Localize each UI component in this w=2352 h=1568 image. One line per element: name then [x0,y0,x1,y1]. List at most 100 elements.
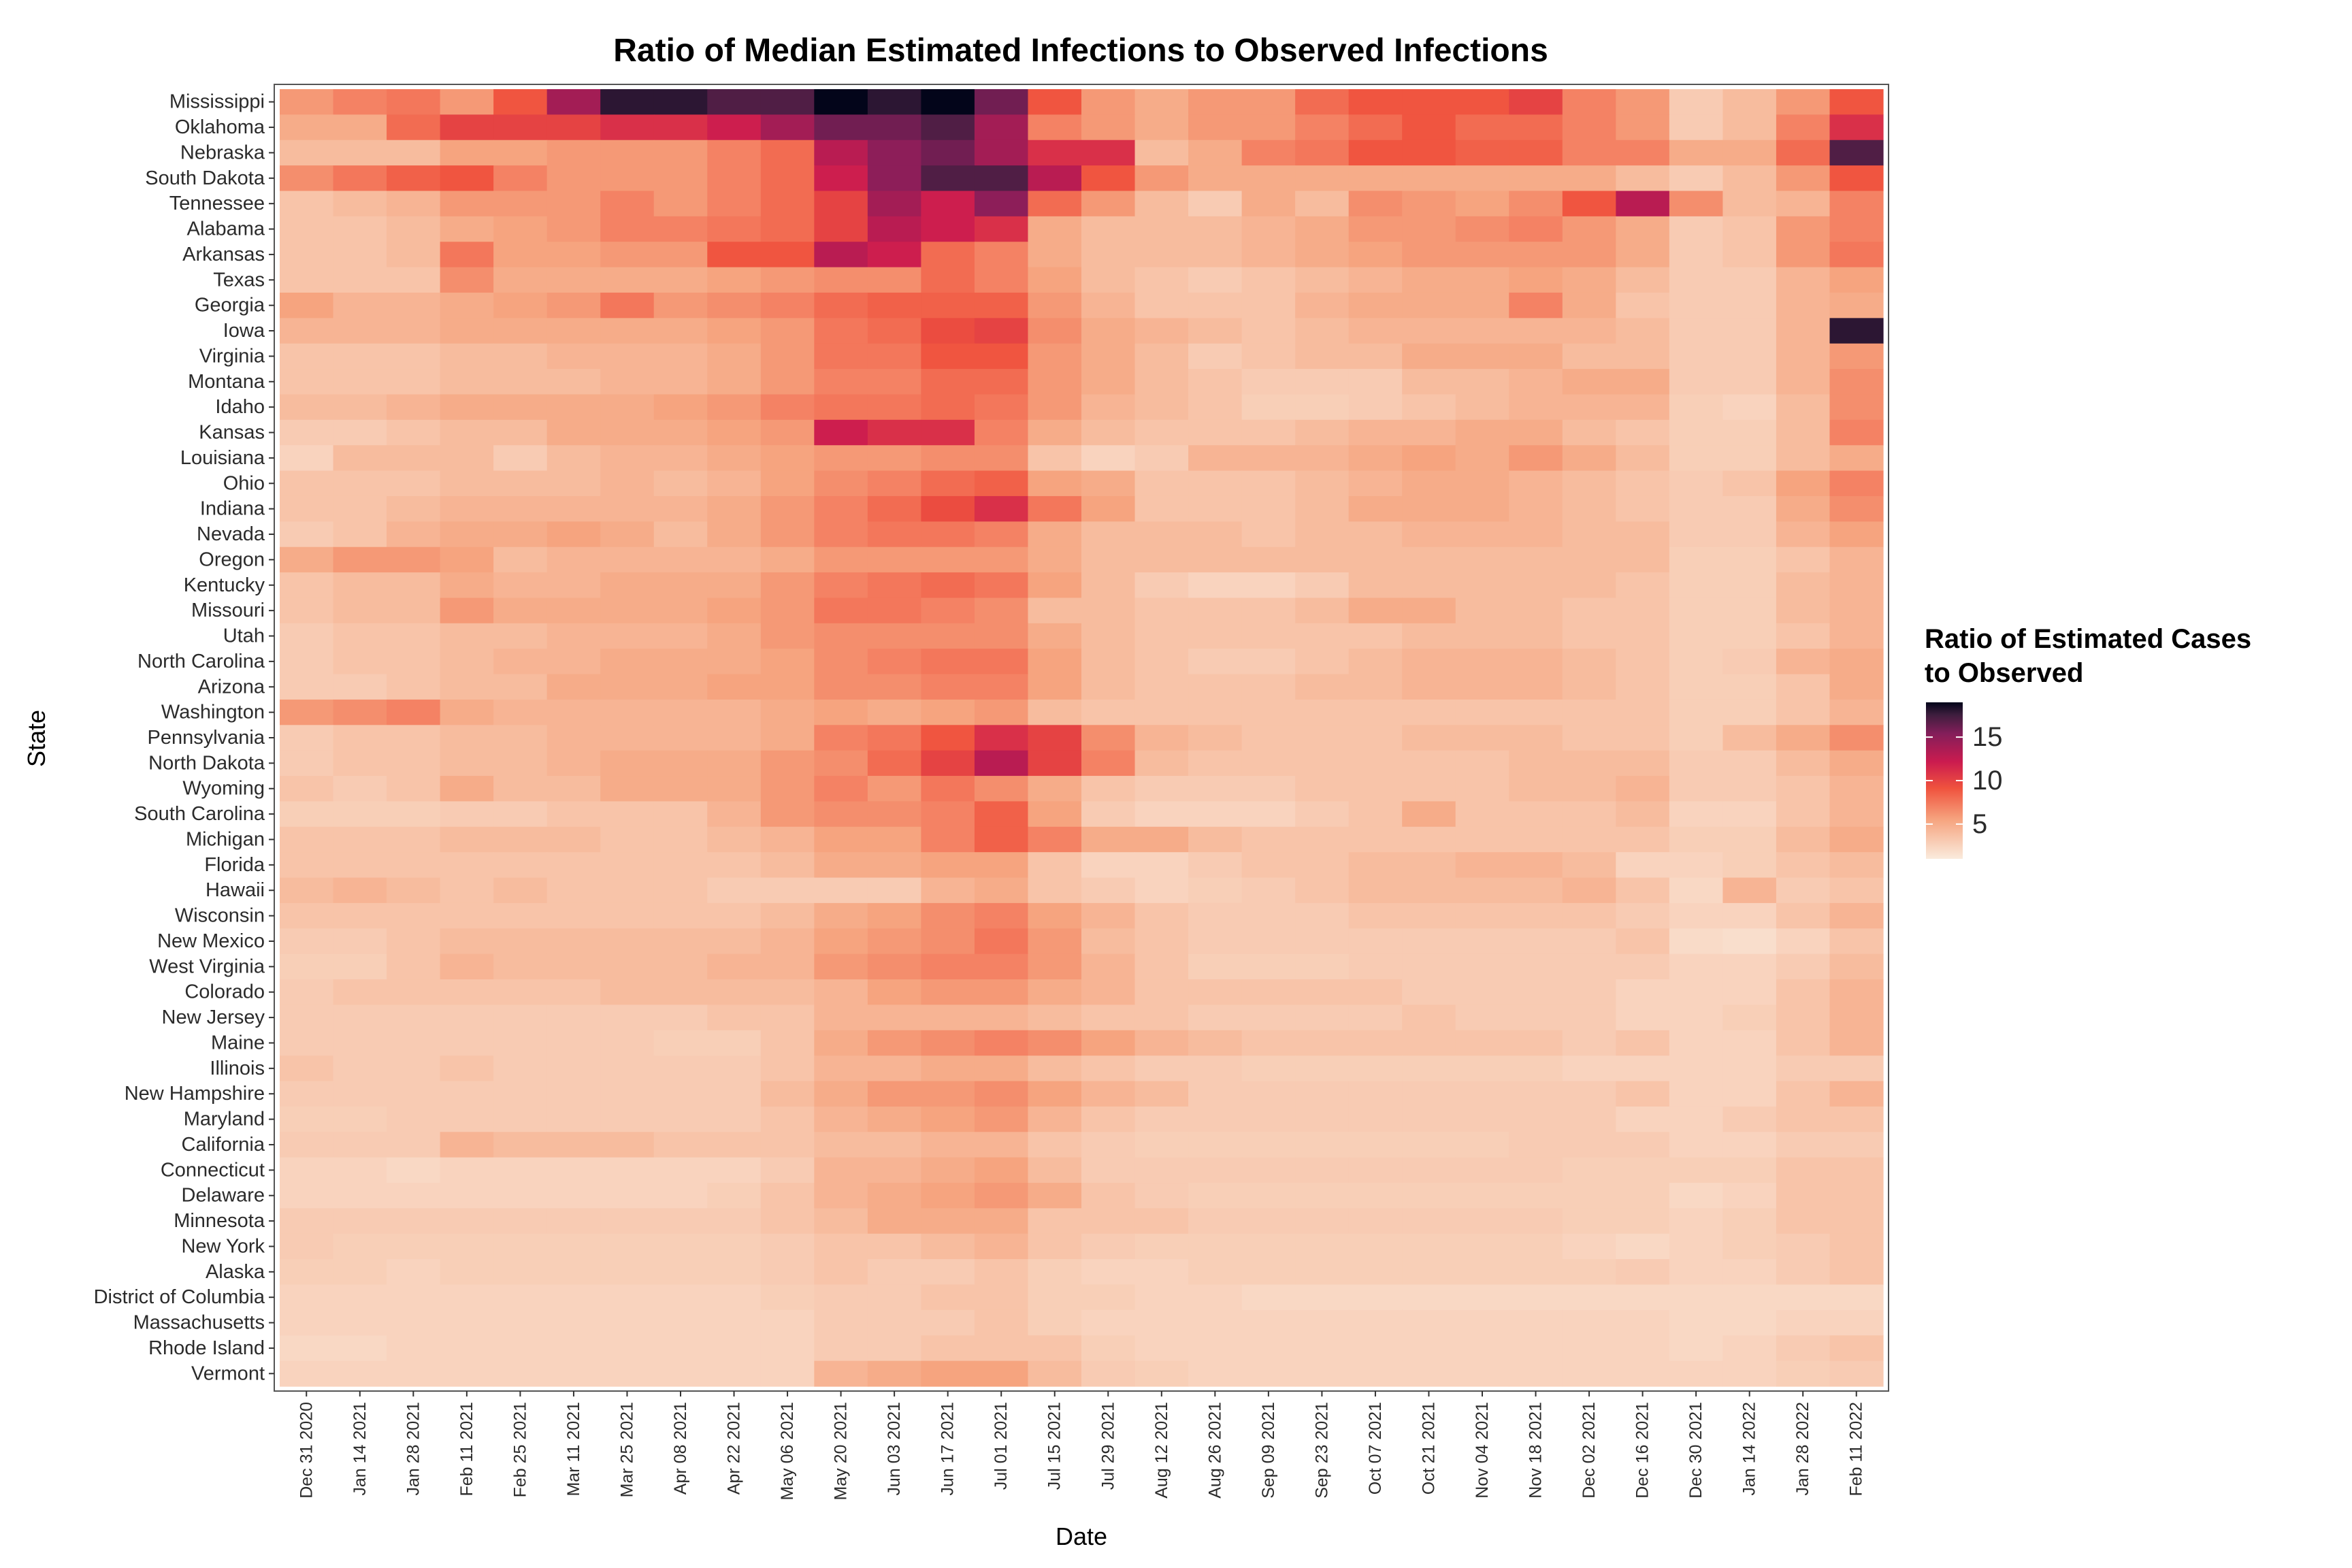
heatmap-cell [1722,267,1777,293]
heatmap-cell [1081,1004,1136,1031]
heatmap-cell [1241,191,1296,217]
heatmap-cell [653,1056,708,1082]
heatmap-cell [1722,1284,1777,1311]
heatmap-cell [1295,546,1350,573]
y-tick-label: Florida [204,854,265,876]
heatmap-cell [387,852,441,879]
heatmap-cell [1455,623,1509,649]
x-tick-label: Apr 08 2021 [671,1402,690,1494]
x-tick-label: Jan 28 2021 [404,1402,423,1496]
heatmap-cell [440,1081,494,1107]
heatmap-cell [814,318,868,344]
heatmap-cell [653,419,708,446]
heatmap-cell [1616,699,1670,725]
heatmap-cell [1081,216,1136,242]
heatmap-cell [1509,1208,1563,1235]
heatmap-cell [1509,445,1563,472]
heatmap-cell [1455,1106,1509,1132]
heatmap-cell [760,343,815,370]
heatmap-cell [600,928,655,955]
heatmap-cell [653,369,708,395]
heatmap-cell [1562,1081,1616,1107]
heatmap-cell [921,1132,975,1158]
heatmap-cell [814,776,868,802]
heatmap-cell [280,495,334,522]
heatmap-cell [1562,1004,1616,1031]
heatmap-cell [1776,1157,1831,1183]
heatmap-cell [1295,1004,1350,1031]
heatmap-cell [1028,1056,1082,1082]
heatmap-cell [546,165,601,192]
heatmap-cell [333,1233,387,1260]
heatmap-cell [974,1259,1029,1286]
heatmap-cell [814,419,868,446]
heatmap-cell [1081,776,1136,802]
heatmap-cell [1616,776,1670,802]
heatmap-cell [600,394,655,421]
y-tick-label: Kansas [199,422,265,444]
heatmap-cell [867,750,921,777]
heatmap-cell [1669,902,1723,929]
heatmap-cell [974,343,1029,370]
heatmap-cell [1348,750,1403,777]
heatmap-cell [333,1081,387,1107]
heatmap-cell [1829,1208,1884,1235]
heatmap-cell [1562,750,1616,777]
heatmap-cell [1455,1081,1509,1107]
heatmap-cell [1722,1081,1777,1107]
heatmap-cell [921,191,975,217]
heatmap-cell [974,1030,1029,1056]
heatmap-cell [1829,546,1884,573]
heatmap-cell [1722,1259,1777,1286]
heatmap-cell [1616,649,1670,675]
heatmap-cell [707,649,762,675]
heatmap-cell [1776,1004,1831,1031]
heatmap-cell [493,572,548,599]
heatmap-cell [1134,140,1189,166]
heatmap-cell [440,1233,494,1260]
heatmap-cell [1188,445,1243,472]
heatmap-cell [493,1309,548,1336]
heatmap-cell [1402,394,1456,421]
y-tick-label: Texas [213,269,265,291]
y-tick-label: New Hampshire [125,1083,265,1105]
heatmap-cell [493,674,548,700]
heatmap-cell [1348,1081,1403,1107]
heatmap-cell [333,394,387,421]
heatmap-cell [867,928,921,955]
heatmap-cell [333,445,387,472]
heatmap-cell [493,1259,548,1286]
heatmap-cell [974,1335,1029,1362]
heatmap-cell [546,902,601,929]
heatmap-cell [1134,598,1189,624]
heatmap-cell [1616,242,1670,268]
heatmap-cell [867,1183,921,1209]
heatmap-cell [1188,1106,1243,1132]
heatmap-cell [974,165,1029,192]
heatmap-cell [1722,1360,1777,1387]
heatmap-cell [1455,598,1509,624]
heatmap-cell [1616,1183,1670,1209]
heatmap-cell [546,826,601,853]
heatmap-cell [1722,801,1777,828]
heatmap-cell [1188,292,1243,318]
heatmap-cell [760,1157,815,1183]
heatmap-cell [1509,1004,1563,1031]
heatmap-cell [1134,495,1189,522]
heatmap-cell [1134,394,1189,421]
heatmap-cell [493,1056,548,1082]
y-tick-label: Maryland [184,1109,265,1130]
heatmap-cell [1455,445,1509,472]
heatmap-cell [1776,216,1831,242]
heatmap-cell [814,165,868,192]
heatmap-cell [1616,445,1670,472]
heatmap-cell [1134,165,1189,192]
heatmap-cell [387,1309,441,1336]
heatmap-cell [1562,826,1616,853]
legend: Ratio of Estimated Cases to Observed 510… [1925,624,2251,859]
heatmap-cell [760,598,815,624]
heatmap-cell [600,902,655,929]
x-tick-label: Mar 25 2021 [618,1402,637,1497]
heatmap-cell [974,623,1029,649]
heatmap-cell [1402,1157,1456,1183]
